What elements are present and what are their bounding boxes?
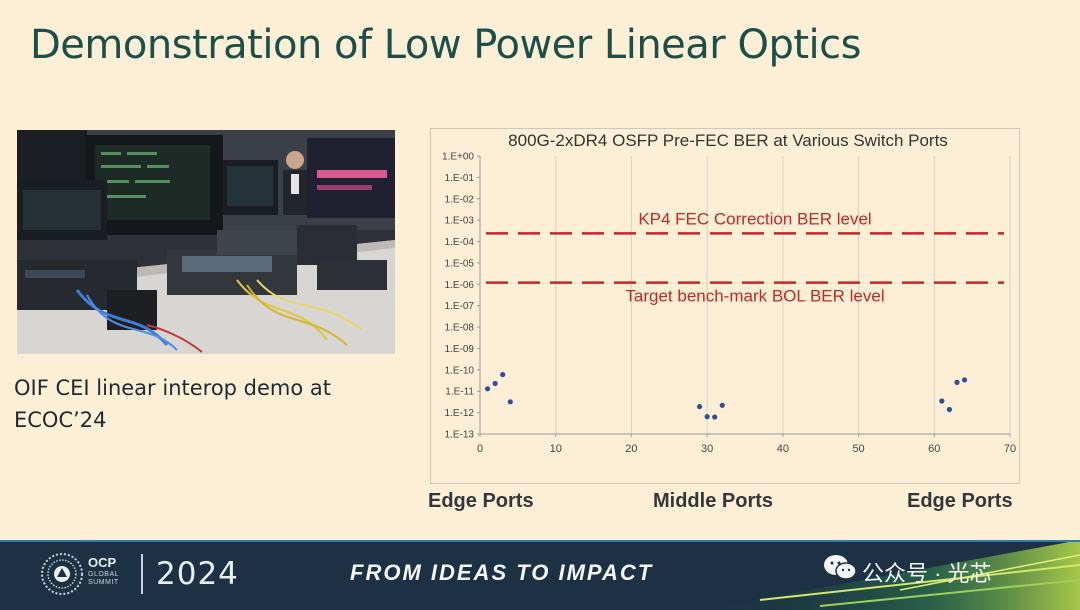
y-tick-label: 1.E-10 [445, 365, 475, 376]
x-tick-label: 60 [928, 443, 940, 455]
chart-frame [430, 128, 1020, 484]
y-tick-label: 1.E-06 [445, 280, 475, 291]
ocp-brand-sub: GLOBAL SUMMIT [88, 571, 119, 587]
edge-ports-left-label: Edge Ports [428, 490, 534, 512]
x-tick-label: 0 [477, 443, 483, 455]
y-tick-label: 1.E-02 [445, 194, 475, 205]
y-tick-label: 1.E-01 [445, 173, 475, 184]
ber-data-point [946, 406, 953, 413]
y-tick-label: 1.E-05 [445, 258, 475, 269]
ber-data-point [507, 399, 513, 405]
summit-year: 2024 [156, 556, 239, 592]
y-tick-label: 1.E+00 [442, 152, 474, 163]
ber-chart: 800G-2xDR4 OSFP Pre-FEC BER at Various S… [430, 128, 1020, 484]
y-tick-label: 1.E-11 [445, 387, 474, 398]
photo-caption: OIF CEI linear interop demo at ECOC’24 [14, 376, 332, 432]
wechat-icon [824, 555, 857, 580]
ber-chart-svg: 800G-2xDR4 OSFP Pre-FEC BER at Various S… [430, 128, 1020, 484]
x-tick-label: 30 [701, 443, 713, 455]
y-tick-label: 1.E-03 [445, 216, 475, 227]
y-tick-label: 1.E-13 [445, 430, 475, 441]
ocp-sub-line-1: GLOBAL [88, 571, 120, 578]
y-tick-label: 1.E-12 [445, 408, 475, 419]
ber-data-point [939, 398, 945, 404]
footer-bar: OCP GLOBAL SUMMIT 2024 FROM IDEAS TO IMP… [0, 540, 1080, 610]
y-tick-label: 1.E-04 [445, 237, 475, 248]
y-tick-label: 1.E-07 [445, 301, 475, 312]
slide-title: Demonstration of Low Power Linear Optics [30, 22, 861, 68]
wechat-watermark: 公众号 · 光芯 [862, 561, 992, 586]
footer-rule [0, 540, 1080, 542]
threshold-label: KP4 FEC Correction BER level [638, 209, 871, 228]
x-tick-label: 10 [550, 443, 562, 455]
ber-data-point [704, 414, 710, 420]
footer-decoration [700, 540, 1080, 610]
ber-data-point [954, 379, 960, 385]
chart-title: 800G-2xDR4 OSFP Pre-FEC BER at Various S… [508, 131, 948, 150]
y-tick-label: 1.E-08 [445, 323, 475, 334]
edge-ports-right-label: Edge Ports [907, 490, 1013, 512]
ber-data-point [961, 377, 968, 383]
ocp-brand: OCP [88, 555, 117, 570]
x-tick-label: 20 [625, 443, 637, 455]
ber-data-point [719, 402, 725, 408]
ber-data-point [492, 380, 498, 387]
threshold-label: Target bench-mark BOL BER level [625, 287, 884, 306]
x-tick-label: 70 [1004, 443, 1016, 455]
demo-photo [17, 130, 395, 354]
x-tick-label: 40 [777, 443, 789, 455]
ber-data-point [712, 414, 718, 420]
ber-data-point [500, 371, 506, 378]
x-tick-label: 50 [852, 443, 864, 455]
middle-ports-label: Middle Ports [653, 490, 774, 512]
ocp-sub-line-2: SUMMIT [88, 579, 119, 586]
ber-data-point [484, 386, 491, 392]
footer-tagline: FROM IDEAS TO IMPACT [350, 560, 654, 585]
ber-data-point [696, 404, 703, 410]
y-tick-label: 1.E-09 [445, 344, 475, 355]
footer-divider [141, 554, 143, 594]
ocp-logo-icon [41, 553, 83, 595]
